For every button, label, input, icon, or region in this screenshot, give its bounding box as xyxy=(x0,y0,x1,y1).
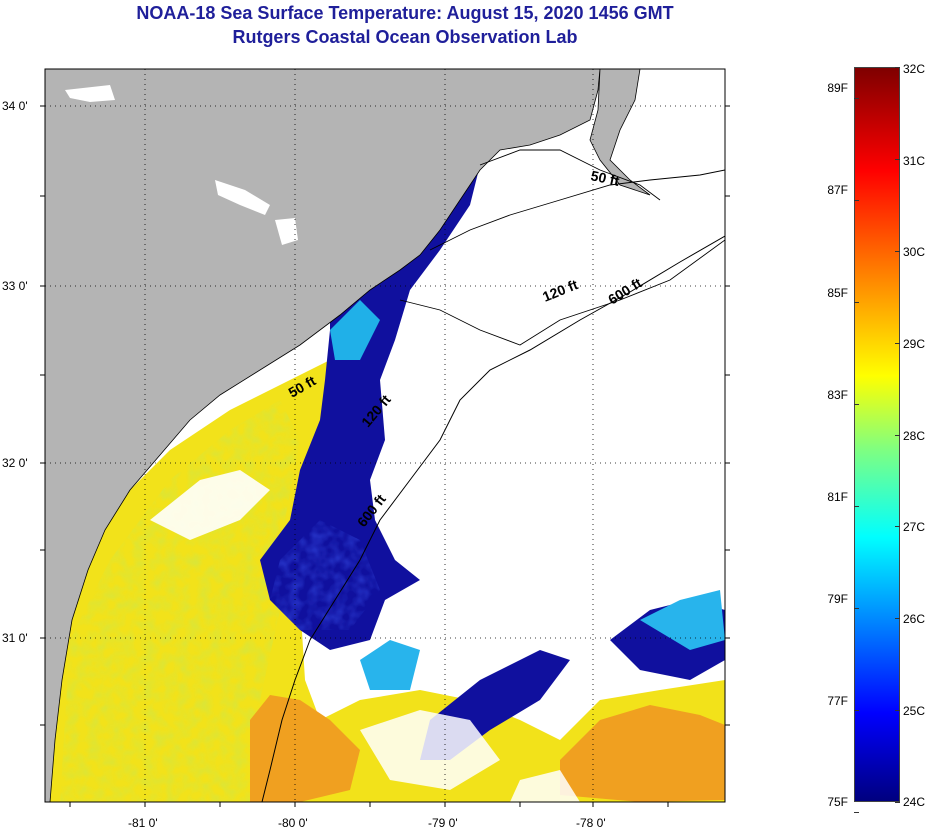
isobath-label: 50 ft xyxy=(589,167,621,189)
cloud-blob-1 xyxy=(150,470,270,540)
colorbar-tick xyxy=(895,434,900,436)
map-title: NOAA-18 Sea Surface Temperature: August … xyxy=(136,3,674,23)
land-inlet-bay xyxy=(589,69,651,196)
map-frame xyxy=(44,68,726,803)
colorbar-label-f: 89F xyxy=(827,81,848,95)
axis-ticks xyxy=(40,105,730,807)
latitude-label: 33 0' xyxy=(2,279,28,293)
colorbar-tick xyxy=(895,526,900,528)
isobath-120ft-line xyxy=(429,169,725,251)
map-subtitle: Rutgers Coastal Ocean Observation Lab xyxy=(232,27,578,47)
cloud-blob-3 xyxy=(510,770,580,802)
cool-water-patch-1 xyxy=(360,640,420,690)
longitude-label: -80 0' xyxy=(278,816,308,830)
cool-water-patch-4 xyxy=(330,300,380,360)
colorbar-label-c: 29C xyxy=(903,337,926,351)
colorbar-tick xyxy=(895,802,900,803)
colorbar-label-c: 30C xyxy=(903,245,926,259)
colorbar-tick xyxy=(895,342,900,344)
longitude-label: -81 0' xyxy=(128,816,158,830)
land-mass xyxy=(45,69,601,802)
cloud-blob-2 xyxy=(360,710,500,790)
colorbar-tick xyxy=(854,608,859,610)
colorbar-label-f: 77F xyxy=(827,694,848,708)
longitude-label: -78 0' xyxy=(576,816,606,830)
colorbar-tick xyxy=(854,97,859,99)
colorbar-tick xyxy=(895,158,900,160)
latitude-label: 34 0' xyxy=(2,99,28,113)
colorbar-tick xyxy=(854,403,859,405)
inland-lake-3 xyxy=(275,218,298,245)
colorbar-tick xyxy=(854,812,859,814)
colorbar-tick xyxy=(895,250,900,252)
colorbar-label-c: 24C xyxy=(903,795,926,809)
colorbar-label-f: 81F xyxy=(827,490,848,504)
latitude-label: 31 0' xyxy=(2,631,28,645)
colorbar-label-c: 31C xyxy=(903,154,926,168)
colorbar-label-f: 85F xyxy=(827,286,848,300)
longitude-label: -79 0' xyxy=(428,816,458,830)
colorbar-tick xyxy=(854,505,859,507)
isobath-600ft-line xyxy=(261,235,725,802)
colorbar-label-f: 79F xyxy=(827,592,848,606)
colorbar-tick xyxy=(854,301,859,303)
colorbar-label-c: 25C xyxy=(903,704,926,718)
hot-water-patch-1 xyxy=(250,695,360,802)
isobath-120ft-line-b xyxy=(399,239,725,346)
cold-water-speckle xyxy=(270,520,380,630)
isobath-50ft-line xyxy=(479,149,661,201)
hot-water-patch-2 xyxy=(560,705,725,802)
inland-lake-1 xyxy=(65,85,115,102)
colorbar-label-c: 32C xyxy=(903,62,926,76)
colorbar-tick xyxy=(895,710,900,712)
colorbar-tick xyxy=(854,710,859,712)
colorbar-label-f: 87F xyxy=(827,183,848,197)
colorbar-tick xyxy=(895,67,900,68)
colorbar-label-c: 27C xyxy=(903,520,926,534)
latitude-label: 32 0' xyxy=(2,456,28,470)
inland-lake-2 xyxy=(215,180,270,215)
colorbar-label-f: 83F xyxy=(827,388,848,402)
colorbar-label-c: 28C xyxy=(903,429,926,443)
cool-water-patch-2 xyxy=(640,590,725,650)
colorbar-tick xyxy=(854,199,859,201)
graticule xyxy=(45,69,725,802)
colorbar-label-f: 75F xyxy=(827,795,848,809)
temperature-colorbar xyxy=(854,67,900,802)
colorbar-label-c: 26C xyxy=(903,612,926,626)
colorbar-tick xyxy=(895,618,900,620)
